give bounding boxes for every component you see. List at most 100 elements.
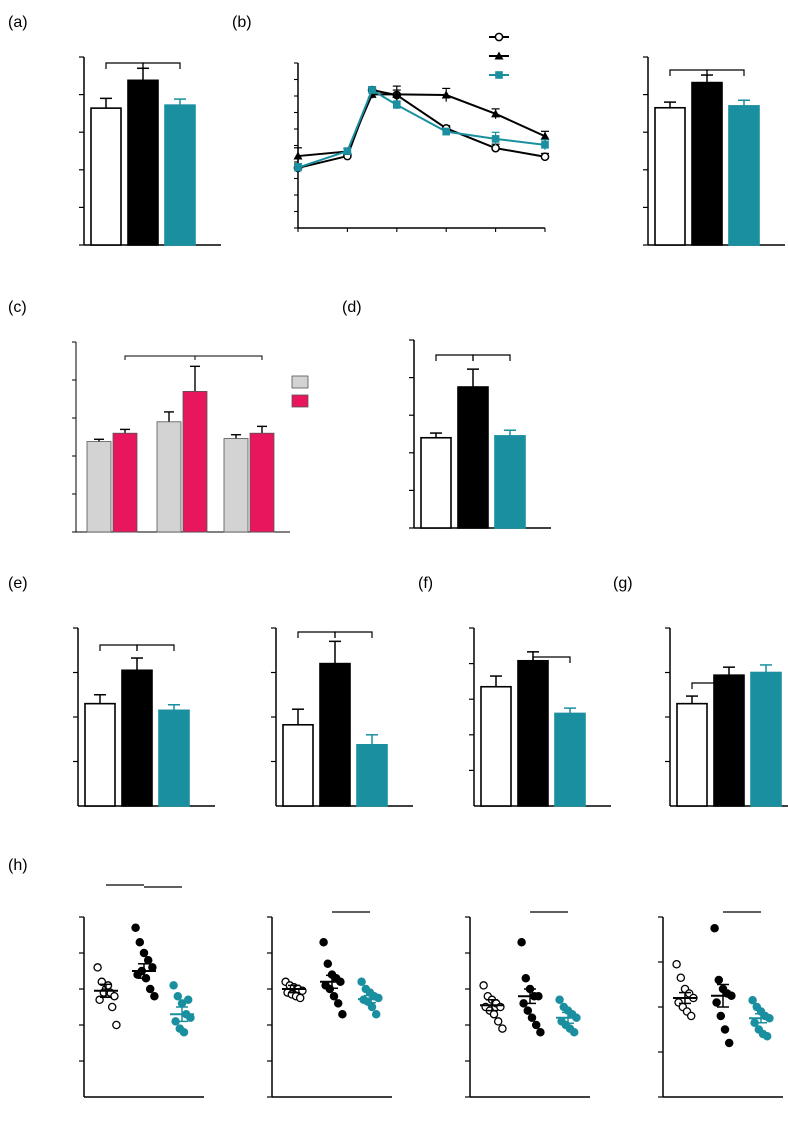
insulin-bar-minus30: [223, 438, 249, 533]
tnf-point-hfhs: [333, 999, 343, 1008]
rantes-point-ctrl: [93, 963, 102, 972]
il6-point-hfhs: [517, 937, 526, 947]
panel-label-h: (h): [8, 857, 28, 874]
panel-label-f: (f): [418, 575, 433, 592]
panel-label-b: (b): [232, 14, 252, 31]
il6-point-ctrl: [489, 1009, 499, 1019]
auc-sig-bracket: [706, 69, 745, 76]
auc-bar-ctrl: [654, 106, 686, 246]
rantes-point-hfhs: [139, 948, 149, 958]
trig-bar-rhub: [356, 744, 388, 807]
ir-sig-bracket: [435, 354, 474, 361]
tnf-point-hfhs: [338, 1009, 347, 1019]
ir-sig-bracket: [472, 354, 511, 361]
ifn-point-hfhs: [720, 1025, 730, 1034]
ifn-point-hfhs: [712, 998, 721, 1007]
ifn-point-hfhs: [714, 975, 724, 985]
ir-bar-hfhs: [457, 386, 489, 529]
ir-bar-rhub: [494, 435, 526, 529]
tnf-point-rhub: [371, 1009, 381, 1019]
panel-label-e: (e): [8, 575, 28, 592]
rantes-point-rhub: [179, 1027, 189, 1037]
tnf-point-rhub: [357, 977, 366, 987]
lipid-bar-hfhs: [121, 669, 153, 807]
ogtt-point-rhub: [541, 141, 549, 149]
rantes-point-rhub: [186, 1013, 195, 1023]
rantes-point-hfhs: [135, 937, 145, 947]
ogtt-point-ctrl: [540, 152, 550, 162]
ifn-point-hfhs: [710, 924, 719, 933]
ogtt-point-rhub: [393, 101, 401, 109]
chol-bar-rhub: [554, 712, 586, 807]
il6-point-rhub: [555, 995, 564, 1005]
ogtt-point-rhub: [343, 147, 352, 155]
ogtt-legend-marker-ctrl: [494, 32, 504, 42]
rantes-point-rhub: [173, 991, 183, 1001]
ogtt-point-hfhs: [392, 89, 402, 98]
ogtt-point-ctrl: [491, 143, 500, 153]
tbars-bar-hfhs: [713, 674, 745, 807]
il6-point-ctrl: [498, 1024, 507, 1033]
trig-sig-bracket: [334, 631, 373, 638]
auc-bar-rhub: [728, 105, 760, 246]
ogtt-point-hfhs: [491, 109, 501, 118]
rantes-point-rhub: [183, 995, 193, 1005]
insulin-sig-bracket: [194, 355, 263, 360]
rantes-point-ctrl: [110, 991, 119, 1001]
fasting-bar-ctrl: [90, 107, 122, 246]
ifn-point-ctrl: [686, 1011, 696, 1021]
chol-sig-bracket: [532, 656, 571, 663]
tbars-sig-bracket: [691, 682, 730, 689]
ifn-point-hfhs: [716, 1011, 726, 1021]
ogtt-point-hfhs: [540, 131, 550, 140]
fasting-sig-bracket: [142, 62, 181, 69]
insulin-bar-minus30: [156, 421, 182, 533]
lipid-sig-bracket: [136, 644, 175, 651]
fasting-bar-rhub: [164, 104, 196, 246]
auc-bar-hfhs: [691, 81, 723, 246]
rantes-point-hfhs: [150, 991, 159, 1001]
insulin-legend-swatch-minus30: [291, 375, 309, 389]
rantes-point-ctrl: [112, 1020, 121, 1030]
tnf-point-rhub: [367, 1002, 377, 1012]
tbars-bar-ctrl: [676, 702, 708, 807]
ifn-point-ctrl: [672, 960, 681, 969]
insulin-bar-minus30: [86, 441, 112, 533]
ogtt-line-hfhs: [297, 93, 546, 158]
insulin-bar-fifteen: [249, 432, 275, 533]
tnf-point-ctrl: [295, 993, 305, 1003]
chol-bar-ctrl: [480, 685, 512, 807]
tnf-point-hfhs: [323, 959, 333, 969]
panel-label-a: (a): [8, 14, 28, 31]
il6-point-hfhs: [527, 1013, 537, 1023]
chol-bar-hfhs: [517, 659, 549, 807]
il6-point-ctrl: [493, 1017, 503, 1026]
tbars-bar-rhub: [750, 671, 782, 807]
il6-point-ctrl: [479, 981, 488, 990]
ifn-point-rhub: [762, 1032, 772, 1041]
il6-point-hfhs: [523, 1006, 533, 1015]
ogtt-legend-marker-hfhs: [494, 51, 504, 60]
trig-bar-hfhs: [319, 662, 351, 807]
ogtt-point-rhub: [368, 86, 376, 94]
ifn-point-rhub: [748, 996, 757, 1005]
trig-sig-bracket: [297, 631, 336, 638]
insulin-bar-fifteen: [112, 432, 138, 533]
ogtt-line-rhub: [297, 88, 546, 169]
trig-bar-ctrl: [282, 723, 314, 807]
rantes-point-hfhs: [145, 984, 155, 994]
il6-point-hfhs: [531, 1020, 541, 1030]
rantes-point-rhub: [169, 981, 178, 990]
lipid-sig-bracket: [99, 644, 138, 651]
il6-point-hfhs: [521, 973, 531, 983]
lipid-bar-ctrl: [84, 702, 116, 807]
tnf-point-hfhs: [329, 991, 339, 1001]
rantes-point-hfhs: [148, 963, 157, 972]
ogtt-point-hfhs: [293, 151, 303, 160]
lipid-bar-rhub: [158, 709, 190, 807]
panel-label-d: (d): [342, 299, 362, 316]
il6-point-rhub: [569, 1027, 579, 1037]
il6-point-hfhs: [536, 1027, 545, 1037]
ogtt-legend-marker-rhub: [495, 71, 503, 79]
